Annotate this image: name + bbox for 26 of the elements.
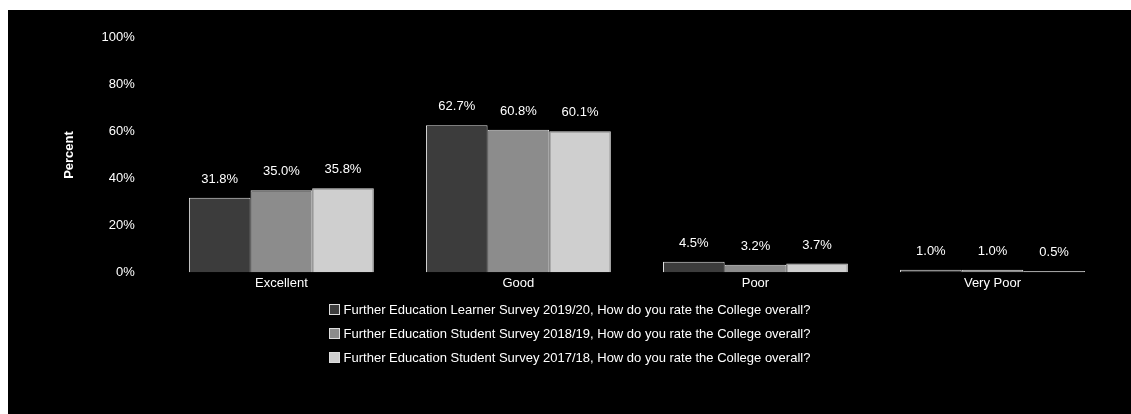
data-label: 3.2%	[740, 237, 771, 253]
y-tick-label: 60%	[108, 123, 136, 139]
y-tick-label: 0%	[116, 263, 136, 279]
data-label: 60.1%	[561, 104, 599, 120]
legend-label: Further Education Student Survey 2017/18, How do you rate the College overall?	[343, 350, 811, 365]
legend-label: Further Education Learner Survey 2019/20, How do you rate the College overall?	[343, 302, 811, 317]
x-tick-label: Excellent	[254, 274, 309, 290]
y-tick-label: 80%	[108, 76, 136, 92]
data-label: 1.0%	[977, 242, 1008, 258]
data-label: 35.0%	[262, 163, 301, 179]
y-tick-label: 20%	[108, 216, 136, 232]
data-label: 3.7%	[802, 236, 833, 252]
y-tick-label: 100%	[101, 29, 136, 45]
y-tick-label: 40%	[108, 170, 136, 186]
data-label: 4.5%	[678, 234, 710, 250]
legend-label: Further Education Student Survey 2018/19, How do you rate the College overall?	[343, 326, 811, 341]
data-label: 1.0%	[916, 242, 947, 258]
data-label: 31.8%	[201, 170, 239, 186]
y-axis-title: Percent	[61, 130, 77, 179]
data-label: 0.5%	[1039, 244, 1070, 260]
x-tick-label: Poor	[741, 274, 770, 290]
x-tick-label: Very Poor	[963, 274, 1022, 290]
data-label: 35.8%	[324, 161, 362, 177]
x-tick-label: Good	[502, 274, 535, 290]
data-label: 62.7%	[438, 98, 476, 114]
data-label: 60.8%	[499, 102, 538, 118]
